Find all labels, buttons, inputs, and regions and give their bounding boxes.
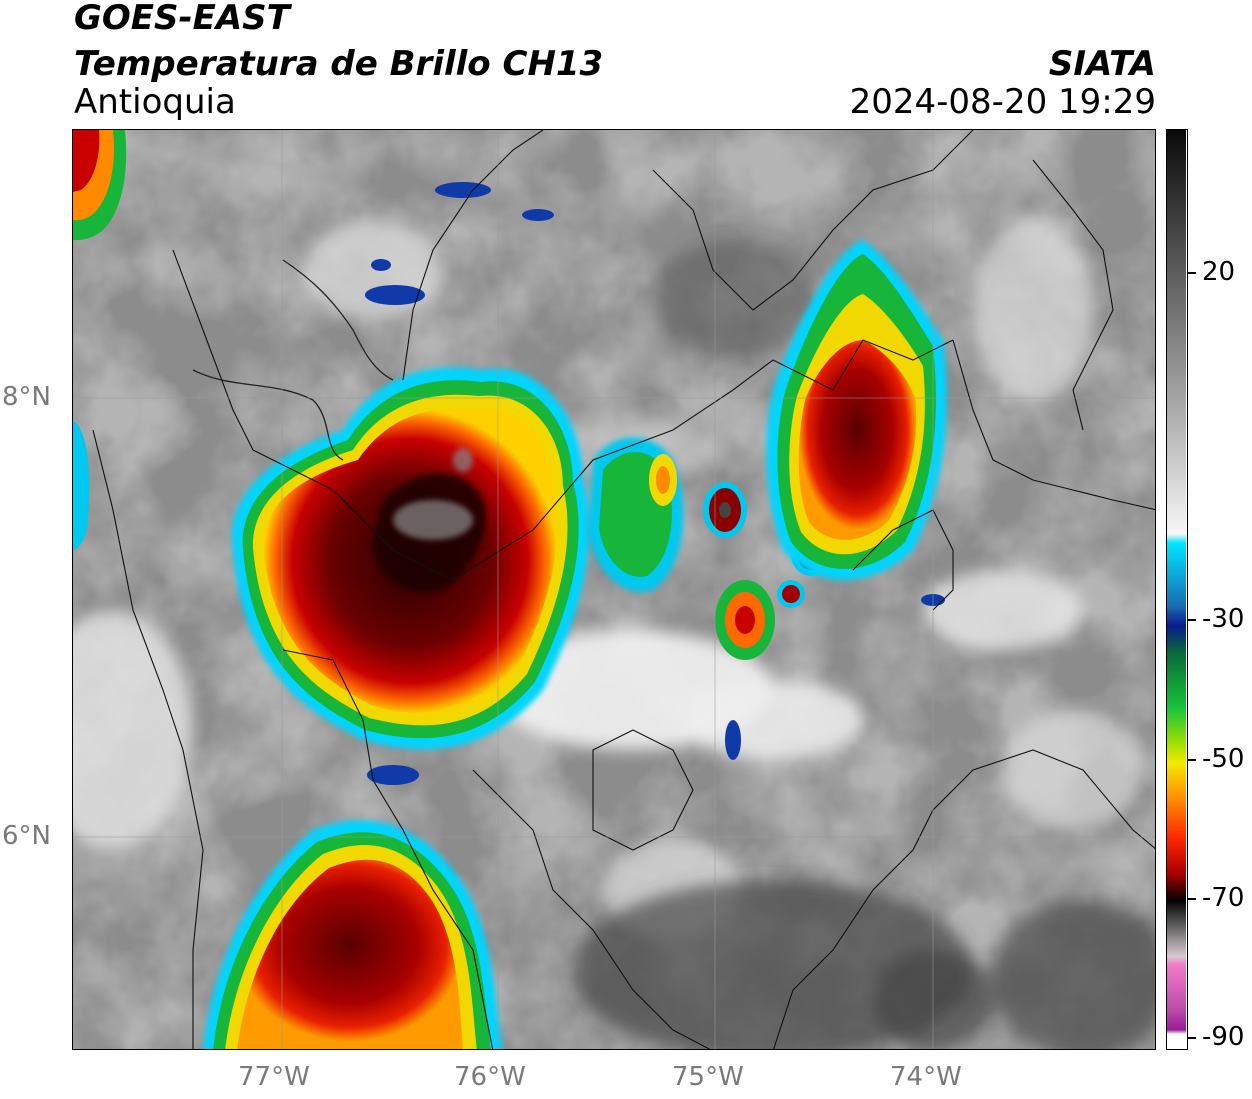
colorbar-label-minus90: -90	[1202, 1022, 1245, 1052]
convective-cell-east	[766, 240, 947, 580]
colorbar-label-20: 20	[1202, 257, 1236, 287]
satellite-map	[72, 129, 1156, 1050]
small-cold-fragments	[365, 182, 945, 785]
colorbar-label-minus30: -30	[1202, 604, 1245, 634]
brightness-temperature-field	[73, 130, 1155, 1049]
title-product: Temperatura de Brillo CH13	[74, 44, 604, 84]
colorbar	[1166, 129, 1188, 1050]
department-boundaries	[92, 130, 1155, 1049]
lat-label-8n: 8°N	[2, 382, 51, 412]
lon-label-77w: 77°W	[238, 1062, 310, 1092]
graticule	[73, 130, 1155, 1049]
colorbar-label-minus70: -70	[1202, 883, 1245, 913]
lon-label-76w: 76°W	[454, 1062, 526, 1092]
colorbar-label-minus50: -50	[1202, 744, 1245, 774]
colorbar-tick-minus50	[1188, 759, 1196, 761]
lon-label-74w: 74°W	[890, 1062, 962, 1092]
title-region: Antioquia	[74, 82, 236, 122]
title-timestamp: 2024-08-20 19:29	[849, 82, 1156, 122]
convective-cell-south	[203, 820, 503, 1049]
title-satellite: GOES-EAST	[74, 0, 290, 38]
convective-cell-middle	[588, 437, 831, 660]
convective-cell-corner	[73, 130, 127, 550]
title-organization: SIATA	[1048, 44, 1156, 84]
colorbar-tick-minus70	[1188, 898, 1196, 900]
colorbar-tick-minus90	[1188, 1037, 1196, 1039]
colorbar-tick-minus30	[1188, 619, 1196, 621]
lon-label-75w: 75°W	[672, 1062, 744, 1092]
lat-label-6n: 6°N	[2, 821, 51, 851]
coastline	[192, 259, 394, 461]
colorbar-tick-20	[1188, 272, 1196, 274]
